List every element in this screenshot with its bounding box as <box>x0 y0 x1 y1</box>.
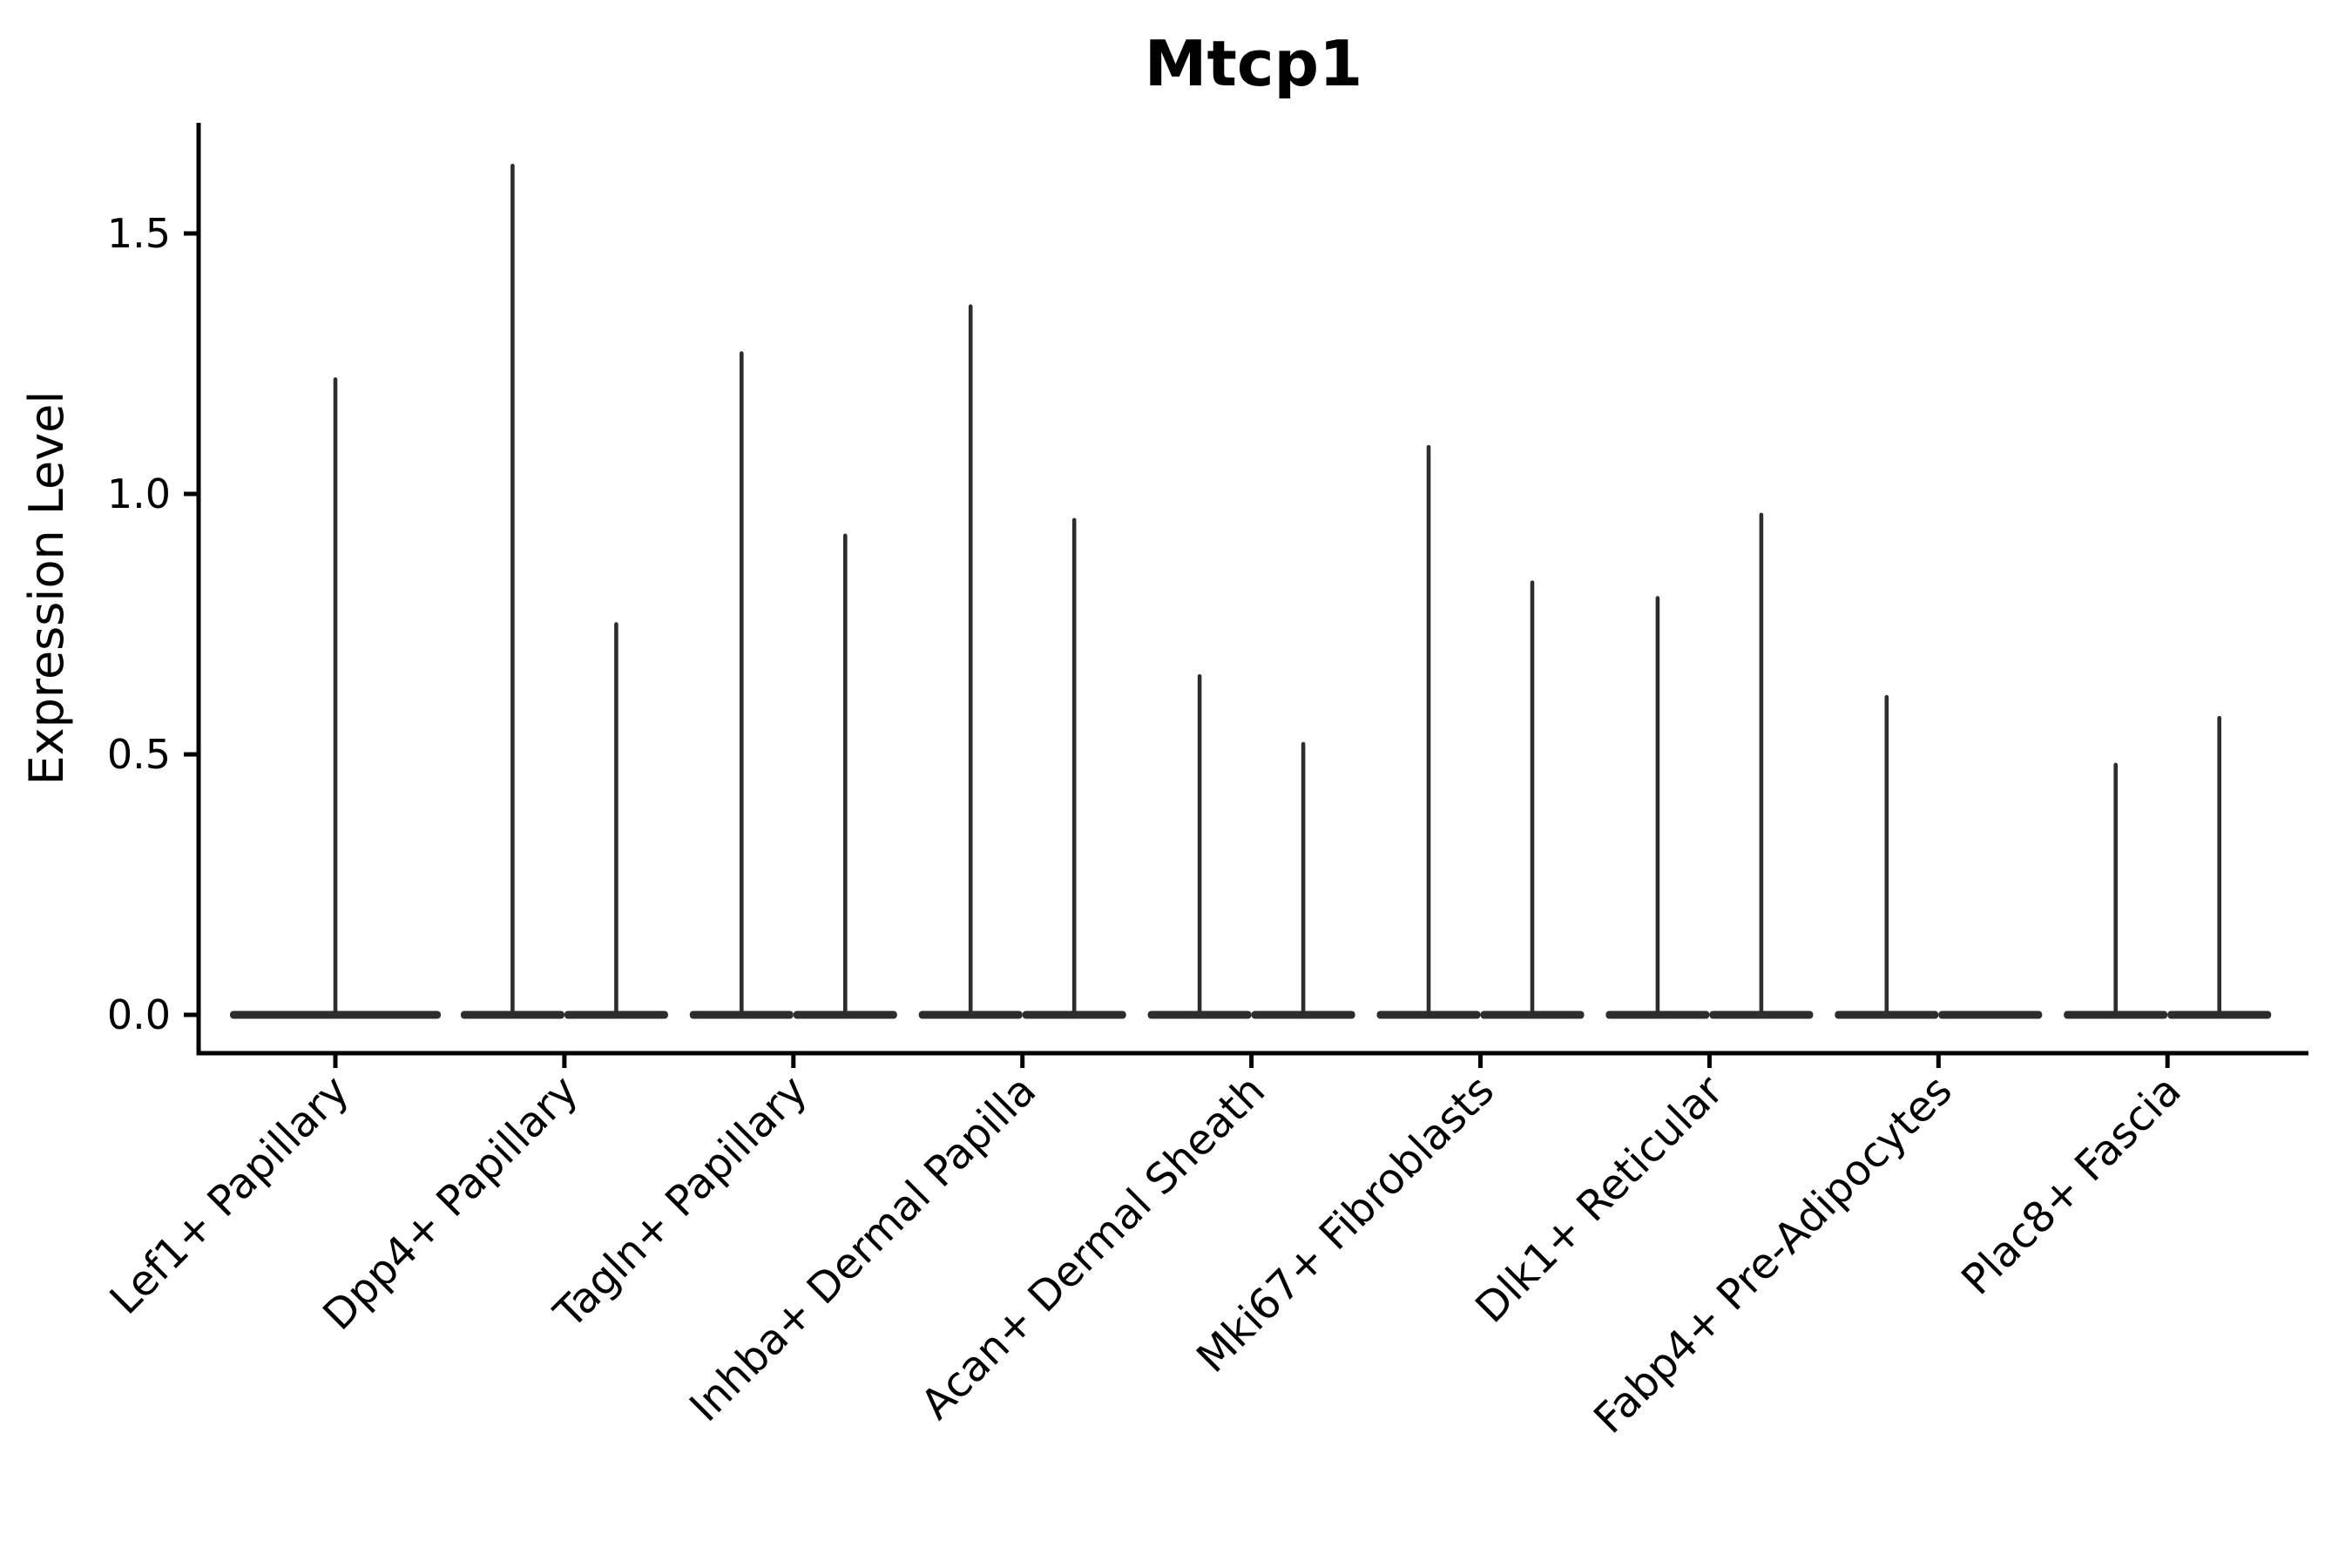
y-axis-tick-label: 1.5 <box>107 210 171 257</box>
y-axis-tick-label: 0.5 <box>107 731 171 778</box>
x-axis-tick-label: Plac8+ Fascia <box>1952 1066 2191 1305</box>
x-axis-tick-label: Tagln+ Papillary <box>544 1066 816 1338</box>
x-axis-tick-label: Dlk1+ Reticular <box>1466 1066 1733 1333</box>
x-axis-tick-label: Dpp4+ Papillary <box>314 1066 587 1340</box>
y-axis-tick-label: 1.0 <box>107 470 171 517</box>
plot-title: Mtcp1 <box>1145 27 1362 100</box>
violin-baseline <box>1938 1010 2043 1019</box>
y-axis-label: Expression Level <box>19 391 74 786</box>
x-axis-tick-label: Lef1+ Papillary <box>101 1066 359 1324</box>
y-axis-tick-label: 0.0 <box>107 991 171 1038</box>
